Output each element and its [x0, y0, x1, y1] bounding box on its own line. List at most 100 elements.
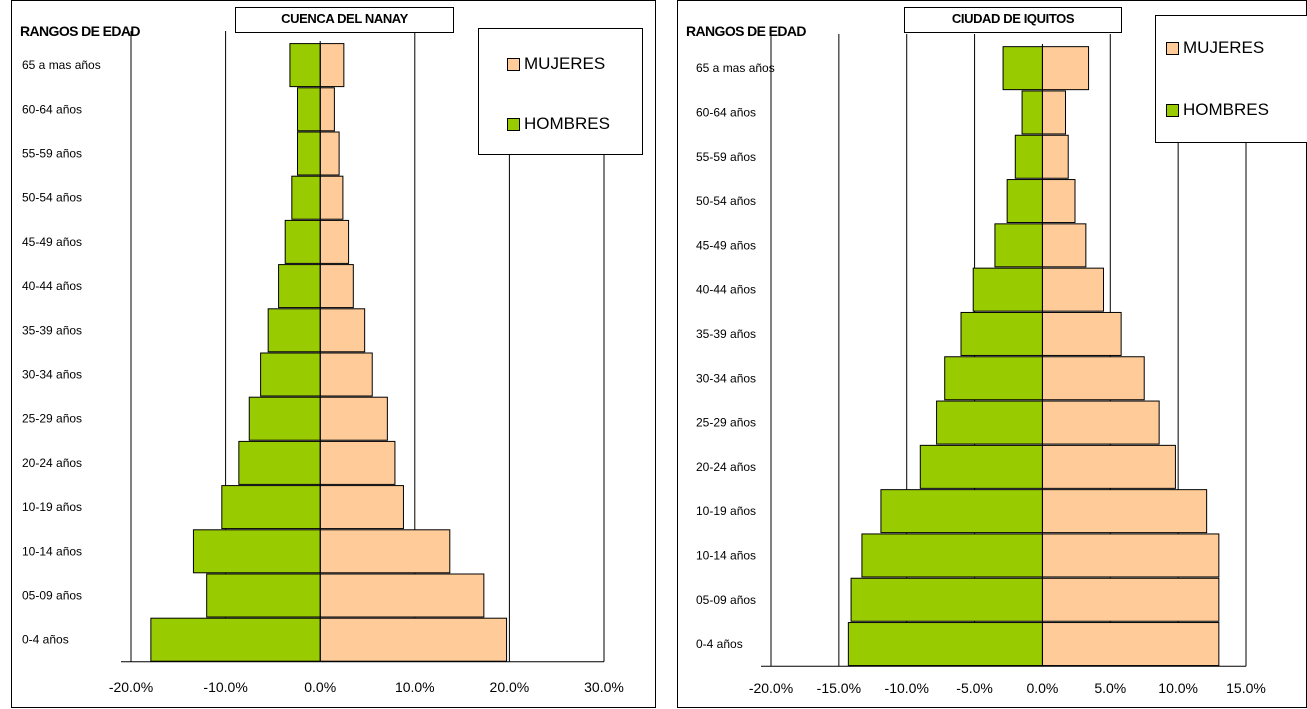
bar-hombres-20-24-a-os: [238, 440, 321, 485]
bar-mujeres-40-44-a-os: [1041, 267, 1104, 312]
category-label-65-a-mas-a-os: 65 a mas años: [22, 58, 101, 72]
bar-mujeres-45-49-a-os: [319, 219, 350, 264]
bar-mujeres-65-a-mas-a-os: [1041, 46, 1090, 91]
bar-hombres-10-14-a-os: [861, 533, 1043, 578]
bar-mujeres-30-34-a-os: [1041, 356, 1145, 401]
x-tick-label-4: 0.0%: [1026, 680, 1058, 696]
category-label-50-54-a-os: 50-54 años: [696, 194, 756, 208]
bar-mujeres-05-09-a-os: [319, 573, 485, 618]
legend-label-mujeres: MUJERES: [1183, 38, 1265, 57]
axis-title-rangos-de-edad: RANGOS DE EDAD: [686, 23, 807, 39]
legend-item-hombres: HOMBRES: [1166, 100, 1269, 120]
bar-hombres-30-34-a-os: [260, 352, 321, 397]
bar-hombres-45-49-a-os: [284, 219, 321, 264]
category-label-20-24-a-os: 20-24 años: [22, 456, 82, 470]
x-tick-label-3: 10.0%: [395, 679, 435, 695]
category-label-45-49-a-os: 45-49 años: [22, 235, 82, 249]
legend-item-mujeres: MUJERES: [1166, 38, 1264, 58]
bar-hombres-20-24-a-os: [919, 444, 1043, 489]
chart-panel-ciudad-de-iquitos: 65 a mas años 60-64 años 55-59 años 50-54 a…: [677, 0, 1307, 708]
bar-hombres-45-49-a-os: [994, 223, 1043, 268]
x-tick-label-0: -20.0%: [749, 680, 793, 696]
legend-item-hombres: HOMBRES: [507, 114, 610, 134]
category-label-35-39-a-os: 35-39 años: [22, 323, 82, 337]
category-label-55-59-a-os: 55-59 años: [22, 147, 82, 161]
x-tick-label-5: 30.0%: [584, 679, 624, 695]
bar-mujeres-40-44-a-os: [319, 264, 354, 309]
bar-mujeres-50-54-a-os: [319, 175, 344, 220]
bar-mujeres-55-59-a-os: [1041, 134, 1069, 179]
category-label-65-a-mas-a-os: 65 a mas años: [696, 61, 775, 75]
bar-hombres-05-09-a-os: [206, 573, 321, 618]
legend-swatch-hombres: [507, 117, 520, 131]
bar-hombres-25-29-a-os: [936, 400, 1043, 445]
category-label-45-49-a-os: 45-49 años: [696, 238, 756, 252]
bar-hombres-65-a-mas-a-os: [1002, 46, 1043, 91]
chart-panel-cuenca-del-nanay: 65 a mas años 60-64 años 55-59 años 50-54 a…: [11, 0, 656, 708]
bar-mujeres-55-59-a-os: [319, 131, 340, 176]
bar-mujeres-35-39-a-os: [319, 308, 366, 353]
category-label-0-4-a-os: 0-4 años: [696, 637, 743, 651]
bar-mujeres-0-4-a-os: [1041, 622, 1220, 667]
bar-mujeres-50-54-a-os: [1041, 179, 1076, 224]
category-label-25-29-a-os: 25-29 años: [22, 412, 82, 426]
bar-mujeres-10-14-a-os: [1041, 533, 1220, 578]
bar-hombres-0-4-a-os: [150, 617, 321, 662]
x-tick-label-5: 5.0%: [1094, 680, 1126, 696]
category-label-20-24-a-os: 20-24 años: [696, 460, 756, 474]
bar-hombres-55-59-a-os: [296, 131, 321, 176]
bar-mujeres-65-a-mas-a-os: [319, 43, 345, 88]
category-label-05-09-a-os: 05-09 años: [696, 593, 756, 607]
legend: MUJERES HOMBRES: [1155, 15, 1307, 143]
category-label-35-39-a-os: 35-39 años: [696, 327, 756, 341]
bar-mujeres-45-49-a-os: [1041, 223, 1087, 268]
bar-mujeres-60-64-a-os: [319, 87, 335, 132]
category-label-0-4-a-os: 0-4 años: [22, 633, 69, 647]
bar-hombres-35-39-a-os: [960, 311, 1043, 356]
category-label-25-29-a-os: 25-29 años: [696, 416, 756, 430]
bar-mujeres-20-24-a-os: [1041, 444, 1176, 489]
bar-mujeres-05-09-a-os: [1041, 577, 1220, 622]
chart-title: CIUDAD DE IQUITOS: [904, 7, 1122, 33]
category-label-10-19-a-os: 10-19 años: [696, 504, 756, 518]
bar-hombres-50-54-a-os: [291, 175, 321, 220]
bar-mujeres-25-29-a-os: [1041, 400, 1160, 445]
bar-mujeres-35-39-a-os: [1041, 311, 1122, 356]
x-tick-label-6: 10.0%: [1158, 680, 1198, 696]
chart-title: CUENCA DEL NANAY: [235, 7, 454, 33]
legend-swatch-hombres: [1166, 103, 1179, 117]
bar-hombres-0-4-a-os: [847, 622, 1043, 667]
legend-swatch-mujeres: [1166, 41, 1179, 55]
x-tick-label-0: -20.0%: [109, 679, 153, 695]
category-label-05-09-a-os: 05-09 años: [22, 589, 82, 603]
bar-hombres-40-44-a-os: [278, 264, 321, 309]
bar-mujeres-0-4-a-os: [319, 617, 508, 662]
legend-item-mujeres: MUJERES: [507, 54, 605, 74]
bar-hombres-10-19-a-os: [880, 489, 1043, 534]
bar-mujeres-20-24-a-os: [319, 440, 396, 485]
x-tick-label-4: 20.0%: [490, 679, 530, 695]
category-label-55-59-a-os: 55-59 años: [696, 150, 756, 164]
category-label-10-14-a-os: 10-14 años: [22, 544, 82, 558]
pyramid-chart-ciudad-de-iquitos: 65 a mas años 60-64 años 55-59 años 50-54 a…: [696, 34, 1266, 696]
category-label-10-14-a-os: 10-14 años: [696, 548, 756, 562]
legend-swatch-mujeres: [507, 57, 520, 71]
bar-hombres-10-19-a-os: [221, 485, 321, 530]
bar-hombres-35-39-a-os: [267, 308, 321, 353]
bar-hombres-65-a-mas-a-os: [289, 43, 321, 88]
bar-mujeres-60-64-a-os: [1041, 90, 1066, 135]
bar-mujeres-25-29-a-os: [319, 396, 388, 441]
bar-hombres-25-29-a-os: [248, 396, 321, 441]
x-tick-label-2: -10.0%: [885, 680, 929, 696]
category-label-40-44-a-os: 40-44 años: [696, 283, 756, 297]
bar-hombres-05-09-a-os: [850, 577, 1043, 622]
legend-label-hombres: HOMBRES: [524, 114, 610, 133]
legend-label-mujeres: MUJERES: [524, 54, 606, 73]
bar-hombres-55-59-a-os: [1014, 134, 1043, 179]
category-label-40-44-a-os: 40-44 años: [22, 279, 82, 293]
bar-hombres-60-64-a-os: [296, 87, 321, 132]
category-label-30-34-a-os: 30-34 años: [696, 371, 756, 385]
bar-hombres-50-54-a-os: [1006, 179, 1043, 224]
pyramid-chart-cuenca-del-nanay: 65 a mas años 60-64 años 55-59 años 50-54 a…: [22, 31, 624, 695]
bar-mujeres-10-19-a-os: [1041, 489, 1208, 534]
